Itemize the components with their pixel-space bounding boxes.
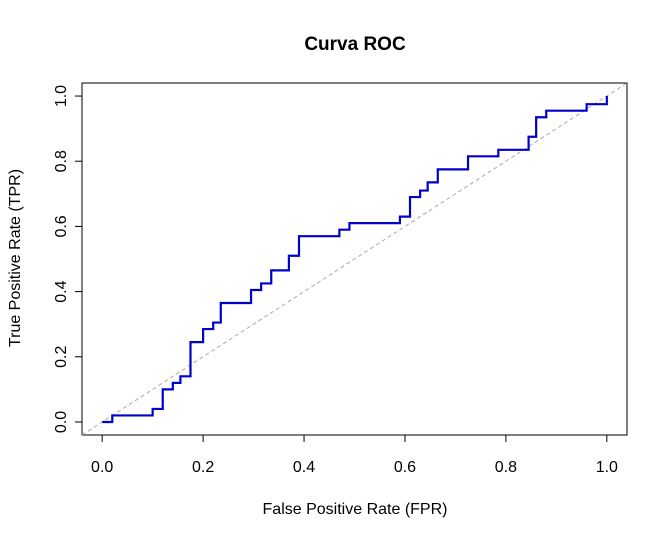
x-tick-label: 0.8 [495,459,517,476]
roc-curve [102,96,608,424]
y-tick-label: 0.4 [53,280,70,302]
x-tick-label: 1.0 [596,459,618,476]
y-axis-label: True Positive Rate (TPR) [7,169,24,347]
y-tick-label: 1.0 [53,85,70,107]
x-tick-label: 0.2 [192,459,214,476]
x-tick-label: 0.6 [394,459,416,476]
x-tick-label: 0.0 [91,459,113,476]
y-tick-label: 0.6 [53,215,70,237]
reference-diagonal [81,82,628,436]
x-tick-label: 0.4 [293,459,315,476]
y-tick-label: 0.0 [53,411,70,433]
x-axis-label: False Positive Rate (FPR) [263,501,448,518]
chart-title: Curva ROC [304,34,406,55]
y-tick-label: 0.8 [53,150,70,172]
y-tick-label: 0.2 [53,346,70,368]
